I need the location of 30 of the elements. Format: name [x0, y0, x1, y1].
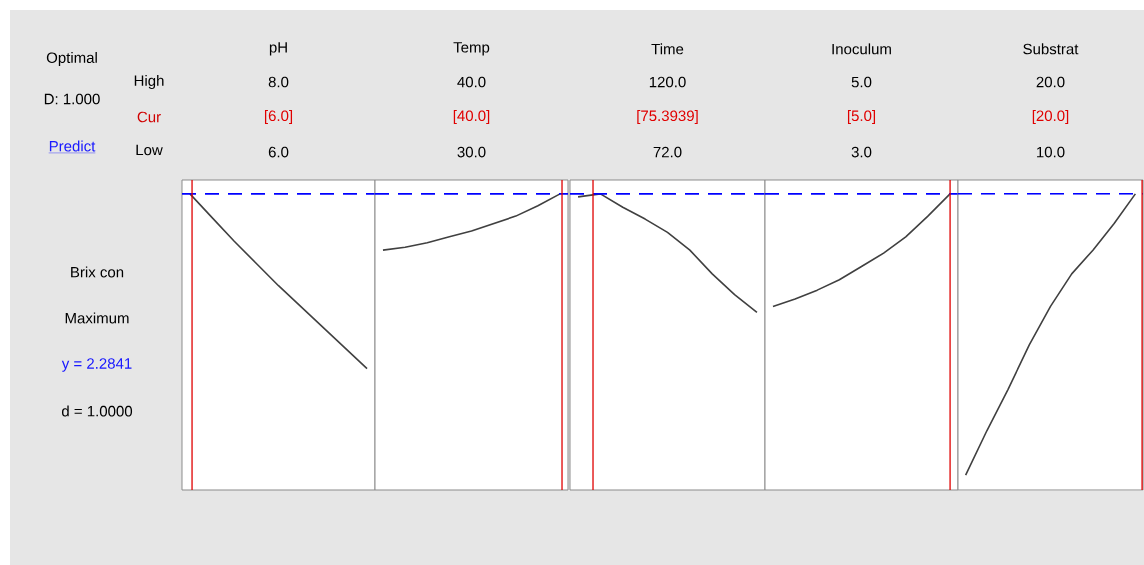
text: 30.0: [457, 146, 486, 158]
text: [6.0]: [264, 110, 293, 125]
text: [75.3939]: [637, 110, 698, 125]
text: D: 1.000: [44, 93, 100, 105]
text: Brix con: [71, 266, 124, 278]
text: 5.0: [851, 76, 872, 88]
text: [40.0]: [453, 110, 490, 125]
text: Cur: [137, 111, 161, 123]
chart-title: Substrat: [1023, 43, 1079, 55]
text: Optimal: [46, 52, 97, 66]
text: Maximum: [65, 312, 129, 324]
text: 6.0: [268, 146, 289, 158]
text: d = 1.0000: [61, 405, 133, 417]
text: 120.0: [649, 76, 686, 88]
text: [5.0]: [847, 110, 876, 125]
text: 20.0: [1036, 76, 1065, 88]
text: 40.0: [457, 76, 486, 88]
chart-title: Inoculum: [832, 43, 891, 55]
chart-title: pH: [269, 42, 287, 56]
text: 8.0: [268, 76, 289, 88]
text: 10.0: [1037, 146, 1065, 158]
text: High: [134, 75, 164, 89]
text: Low: [136, 144, 163, 156]
text: 3.0: [851, 146, 872, 158]
text: 72.0: [653, 146, 682, 158]
text: [20.0]: [1032, 110, 1069, 125]
chart-title: Temp: [453, 42, 490, 56]
chart-title: Time: [651, 43, 684, 55]
text: y = 2.2841: [61, 358, 132, 372]
text: Predict: [49, 140, 96, 152]
